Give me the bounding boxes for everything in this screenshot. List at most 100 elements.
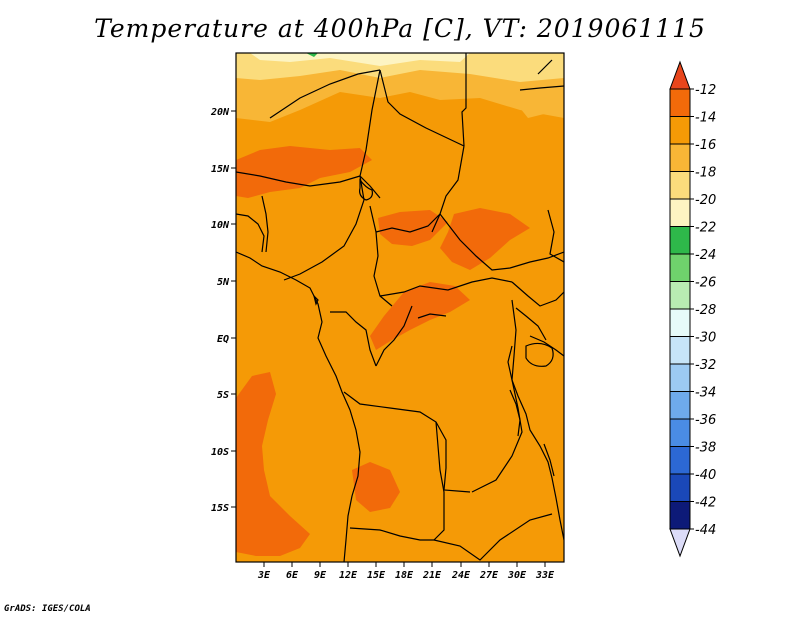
lon-label-15e: 15E [367,570,386,581]
colorbar-bottom-arrow [669,528,691,558]
border-zambia-south [433,513,553,561]
colorbar-label: -16 [695,138,716,153]
colorbar-label: -28 [695,303,716,318]
colorbar-box [669,473,691,502]
border-angola-namibia [349,527,434,541]
coolest-band-north [250,53,470,66]
coastline-west-africa [236,251,361,562]
border-niger-libya [269,69,381,119]
colorbar-box [669,143,691,172]
colorbar-label: -38 [695,441,716,456]
colorbar-label: -32 [695,358,716,373]
border-drc-east [471,299,523,493]
border-chad-car [375,213,441,233]
border-congo-drc [375,305,413,367]
border-libya-egypt [461,53,467,147]
colorbar-label: -40 [695,468,716,483]
lake-chad [359,178,373,201]
map-frame [235,52,565,563]
border-sudan-ethiopia [547,209,564,263]
lat-label-15n: 15N [211,164,230,175]
cooler-band-north [236,53,564,82]
colorbar-label: -26 [695,276,716,291]
colorbar-labels: -12 -14 -16 -18 -20 -22 -24 -26 -28 -30 -32 -34 -36 -… [690,83,716,538]
lat-label-5s: 5S [217,390,229,401]
boundaries [236,53,564,562]
border-angola-zambia [433,421,445,541]
island-bioko [312,294,319,306]
border-ssudan-east [511,281,564,307]
colorbar-label: -12 [695,83,716,98]
lake-tanganyika [509,389,521,437]
border-nigeria-niger [236,171,361,187]
red-sea-coast [537,59,553,75]
warm-patch-sudan [440,208,530,270]
border-uganda [515,307,547,341]
colorbar-label: -14 [695,111,716,126]
colorbar-box [669,171,691,200]
border-congo-gabon [330,311,377,367]
lon-label-6e: 6E [286,570,299,581]
coastline-east-africa [507,345,564,541]
congo-river [417,313,447,319]
colorbar-label: -20 [695,193,716,208]
lon-label-33e: 33E [535,570,555,581]
lon-label-18e: 18E [395,570,414,581]
warm-patch-congo [370,282,470,350]
map-panel [236,53,564,562]
lake-malawi [543,443,555,477]
map-title: Temperature at 400hPa [C], VT: 201906111… [94,14,706,43]
colorbar-box [669,336,691,365]
colorbar-box [669,198,691,227]
colorbar: -12 -14 -16 -18 -20 -22 -24 -26 -28 -30 -32 -34 -36 -… [669,60,716,558]
lon-label-12e: 12E [339,570,358,581]
border-west-mali [236,213,265,253]
lon-label-3e: 3E [257,570,271,581]
colorbar-box [669,501,691,530]
lon-label-30e: 30E [507,570,527,581]
colorbar-label: -24 [695,248,716,263]
border-sudan-ssudan [439,213,564,271]
colorbar-label: -34 [695,386,716,401]
border-cameroon-car [369,205,393,307]
border-tanzania-kenya [529,335,564,357]
border-chad-sudan [431,145,465,233]
warm-patch-chad [378,210,448,246]
lon-label-21e: 21E [422,570,442,581]
colorbar-box [669,446,691,475]
lon-label-24e: 24E [451,570,471,581]
colorbar-box [669,88,691,117]
warm-patch-angola [352,462,400,512]
lat-label-10s: 10S [211,447,229,458]
lat-label-5n: 5N [217,277,230,288]
lake-victoria [525,342,554,367]
border-niger-chad [359,69,381,199]
colorbar-label: -18 [695,166,716,181]
border-nigeria-cameroon [283,175,365,281]
colorbar-boxes [669,88,691,530]
lat-label-15s: 15S [211,503,229,514]
lat-label-20n: 20N [210,107,230,118]
lat-label-eq: EQ [217,334,229,345]
colorbar-label: -36 [695,413,716,428]
colorbar-box [669,281,691,310]
colorbar-label: -44 [695,523,716,538]
border-car-drc [379,277,513,297]
border-benin-togo [261,195,269,253]
lon-label-9e: 9E [314,570,327,581]
colorbar-top-arrow [669,60,691,90]
colorbar-label: -22 [695,221,716,236]
warm-patch-small [520,96,550,118]
warm-patch-sahel [236,146,372,198]
colorbar-label: -30 [695,331,716,346]
colorbar-box [669,363,691,392]
colorbar-label: -42 [695,496,716,511]
colorbar-box [669,391,691,420]
green-spot [306,53,318,57]
lon-label-27e: 27E [479,570,499,581]
colorbar-box [669,308,691,337]
colorbar-box [669,253,691,282]
lon-axis: 3E 6E 9E 12E 15E 18E 21E 24E 27E 30E 33E [257,562,555,581]
software-credit: GrADS: IGES/COLA [4,604,91,614]
